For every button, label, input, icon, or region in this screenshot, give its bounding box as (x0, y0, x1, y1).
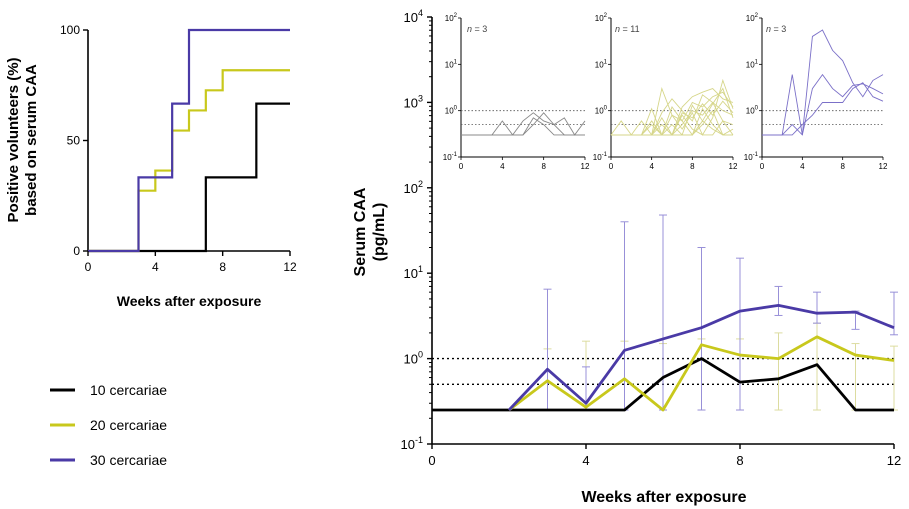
caa-ytick-label: 10-1 (401, 435, 423, 452)
legend: 10 cercariae 20 cercariae 30 cercariae (50, 382, 167, 468)
inset-20-cercariae: n = 11 0 4 8 12 10-1 100 101 102 (593, 13, 738, 171)
caa-series-20 (508, 335, 895, 412)
inset-series-line (611, 109, 733, 136)
inset-ytick-label: 102 (595, 13, 608, 23)
inset-xtick-label: 8 (840, 162, 845, 171)
inset-series-line (461, 112, 585, 136)
step-ytick-label: 0 (73, 244, 80, 258)
inset-ytick-label: 101 (595, 59, 608, 69)
step-xtick-label: 0 (85, 260, 92, 274)
step-ytick-label: 100 (60, 23, 80, 37)
caa-chart-series (432, 303, 895, 412)
inset-ytick-label: 102 (445, 13, 458, 23)
caa-chart-ylabel-line2: (pg/mL) (371, 203, 388, 262)
inset-xtick-label: 8 (690, 162, 695, 171)
step-chart-ylabel-line2: based on serum CAA (23, 64, 40, 216)
step-chart: 0 4 8 12 0 50 100 Positive volunteers (%) base… (5, 23, 297, 309)
caa-ytick-label: 102 (404, 179, 423, 196)
inset-30-cercariae: n = 3 0 4 8 12 10-1 100 101 102 (744, 13, 888, 171)
inset-xtick-label: 0 (609, 162, 614, 171)
inset-xtick-label: 4 (649, 162, 654, 171)
step-chart-ylabel-line1: Positive volunteers (%) (5, 57, 22, 222)
inset-ytick-label: 100 (746, 106, 759, 116)
caa-xtick-label: 12 (887, 453, 901, 468)
inset-xtick-label: 0 (459, 162, 464, 171)
caa-series-30 (507, 303, 895, 411)
inset-series-line (762, 82, 884, 136)
legend-item-30: 30 cercariae (50, 452, 167, 468)
inset-xtick-label: 8 (541, 162, 546, 171)
caa-ytick-label: 101 (404, 264, 423, 281)
caa-xtick-label: 4 (582, 453, 589, 468)
step-chart-ticks: 0 4 8 12 0 50 100 (60, 23, 297, 274)
inset-10-cercariae: n = 3 0 4 8 12 10-1 100 101 102 (443, 13, 590, 171)
legend-item-10: 10 cercariae (50, 382, 167, 398)
inset-ytick-label: 100 (445, 106, 458, 116)
step-chart-xlabel: Weeks after exposure (117, 293, 262, 309)
inset-ytick-label: 10-1 (443, 152, 458, 162)
step-xtick-label: 12 (283, 260, 297, 274)
step-chart-series (88, 28, 290, 253)
inset-10-n-label: n = 3 (467, 24, 487, 34)
step-series-20 (88, 69, 290, 253)
caa-xtick-label: 8 (736, 453, 743, 468)
inset-30-n-label: n = 3 (766, 24, 786, 34)
legend-label-30: 30 cercariae (90, 452, 167, 468)
caa-chart-ylabel-line1: Serum CAA (352, 187, 369, 276)
step-series-30 (88, 28, 290, 253)
inset-xtick-label: 0 (760, 162, 765, 171)
caa-ytick-label: 100 (404, 350, 423, 367)
inset-ytick-label: 10-1 (744, 152, 759, 162)
step-ytick-label: 50 (67, 134, 81, 148)
step-xtick-label: 8 (219, 260, 226, 274)
legend-label-10: 10 cercariae (90, 382, 167, 398)
inset-ytick-label: 102 (746, 13, 759, 23)
inset-series-line (762, 29, 884, 136)
legend-item-20: 20 cercariae (50, 417, 167, 433)
caa-xtick-label: 0 (428, 453, 435, 468)
inset-ytick-label: 101 (746, 59, 759, 69)
caa-ytick-label: 104 (404, 8, 423, 25)
inset-ytick-label: 101 (445, 59, 458, 69)
legend-label-20: 20 cercariae (90, 417, 167, 433)
caa-chart-xlabel: Weeks after exposure (581, 489, 746, 506)
caa-ytick-label: 103 (404, 93, 423, 110)
inset-ytick-label: 100 (595, 106, 608, 116)
inset-xtick-label: 4 (800, 162, 805, 171)
inset-ytick-label: 10-1 (593, 152, 608, 162)
inset-xtick-label: 12 (581, 162, 590, 171)
inset-20-n-label: n = 11 (615, 24, 640, 34)
step-series-10 (88, 102, 290, 253)
inset-xtick-label: 4 (500, 162, 505, 171)
inset-series-line (461, 112, 586, 136)
inset-xtick-label: 12 (729, 162, 738, 171)
inset-series-line (762, 73, 884, 136)
step-xtick-label: 4 (152, 260, 159, 274)
inset-xtick-label: 12 (879, 162, 888, 171)
